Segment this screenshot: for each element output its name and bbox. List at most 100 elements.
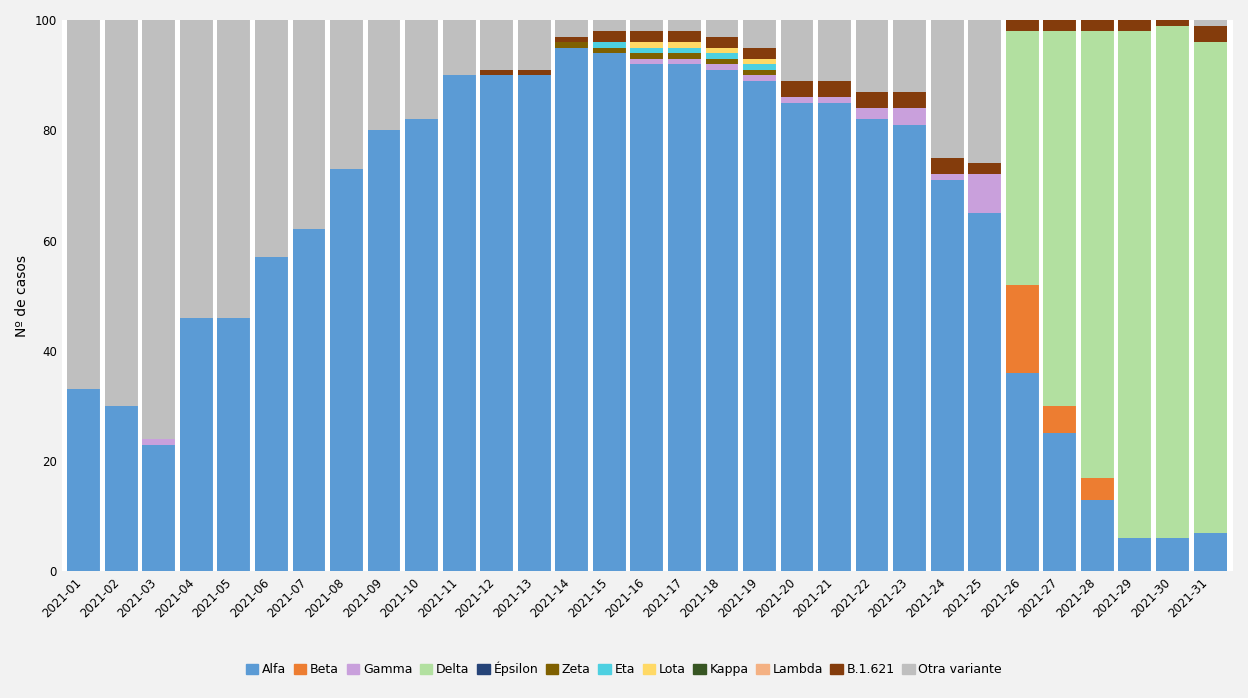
Bar <box>780 81 815 97</box>
Bar <box>255 20 288 257</box>
Bar <box>630 59 664 64</box>
Bar <box>668 59 701 64</box>
Bar <box>856 20 890 91</box>
Bar <box>1118 31 1152 538</box>
Bar <box>142 445 176 571</box>
Bar <box>856 119 890 571</box>
Bar <box>1006 31 1040 285</box>
Bar <box>406 20 439 119</box>
Bar <box>968 163 1002 174</box>
Bar <box>668 42 701 47</box>
Bar <box>743 70 776 75</box>
Bar <box>931 158 965 174</box>
Bar <box>217 20 251 318</box>
Bar <box>743 64 776 70</box>
Bar <box>894 108 927 125</box>
Bar <box>368 20 402 131</box>
Bar <box>480 70 514 75</box>
Bar <box>142 20 176 439</box>
Bar <box>894 91 927 108</box>
Bar <box>1193 26 1227 42</box>
Bar <box>743 75 776 81</box>
Bar <box>705 70 739 571</box>
Bar <box>593 31 626 42</box>
Bar <box>819 97 852 103</box>
Bar <box>780 20 815 81</box>
Bar <box>555 36 589 42</box>
Bar <box>1043 406 1077 433</box>
Bar <box>743 59 776 64</box>
Bar <box>406 119 439 571</box>
Bar <box>743 81 776 571</box>
Bar <box>1118 538 1152 571</box>
Bar <box>67 20 101 389</box>
Bar <box>368 131 402 571</box>
Bar <box>705 36 739 47</box>
Bar <box>1118 20 1152 31</box>
Bar <box>593 47 626 53</box>
Bar <box>480 20 514 70</box>
Bar <box>292 20 326 230</box>
Bar <box>630 42 664 47</box>
Bar <box>931 180 965 571</box>
Bar <box>1006 285 1040 373</box>
Bar <box>443 75 477 571</box>
Bar <box>856 91 890 108</box>
Bar <box>856 108 890 119</box>
Bar <box>705 47 739 53</box>
Bar <box>217 318 251 571</box>
Bar <box>443 20 477 75</box>
Bar <box>630 53 664 59</box>
Bar <box>180 318 213 571</box>
Bar <box>593 42 626 47</box>
Bar <box>630 31 664 42</box>
Bar <box>668 64 701 571</box>
Bar <box>1081 477 1114 500</box>
Bar <box>555 42 589 47</box>
Bar <box>1006 20 1040 31</box>
Bar <box>1081 31 1114 477</box>
Bar <box>142 439 176 445</box>
Bar <box>668 20 701 31</box>
Bar <box>630 47 664 53</box>
Bar <box>1193 533 1227 571</box>
Bar <box>705 64 739 70</box>
Bar <box>1043 433 1077 571</box>
Bar <box>331 169 364 571</box>
Bar <box>1081 20 1114 31</box>
Bar <box>1043 31 1077 406</box>
Bar <box>518 75 552 571</box>
Bar <box>894 125 927 571</box>
Bar <box>1193 20 1227 26</box>
Bar <box>1193 42 1227 533</box>
Bar <box>931 174 965 180</box>
Bar <box>292 230 326 571</box>
Bar <box>1156 26 1189 538</box>
Bar <box>1156 20 1189 26</box>
Legend: Alfa, Beta, Gamma, Delta, Épsilon, Zeta, Eta, Lota, Kappa, Lambda, B.1.621, Otra: Alfa, Beta, Gamma, Delta, Épsilon, Zeta,… <box>241 657 1007 681</box>
Bar <box>705 53 739 59</box>
Bar <box>780 103 815 571</box>
Bar <box>1043 20 1077 31</box>
Bar <box>555 47 589 571</box>
Bar <box>819 20 852 81</box>
Bar <box>968 20 1002 163</box>
Bar <box>743 47 776 59</box>
Bar <box>668 31 701 42</box>
Bar <box>743 20 776 47</box>
Bar <box>968 174 1002 213</box>
Bar <box>705 20 739 36</box>
Bar <box>67 389 101 571</box>
Bar <box>630 20 664 31</box>
Bar <box>1006 373 1040 571</box>
Bar <box>518 70 552 75</box>
Bar <box>894 20 927 91</box>
Bar <box>819 103 852 571</box>
Bar <box>968 213 1002 571</box>
Bar <box>331 20 364 169</box>
Bar <box>105 406 139 571</box>
Bar <box>819 81 852 97</box>
Bar <box>105 20 139 406</box>
Bar <box>1156 538 1189 571</box>
Bar <box>180 20 213 318</box>
